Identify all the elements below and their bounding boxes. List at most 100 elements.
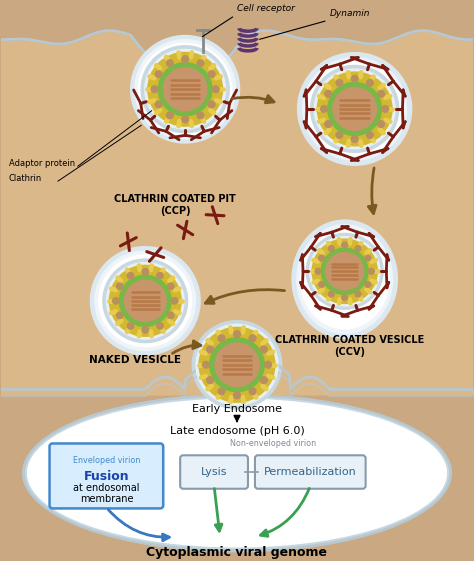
Text: Adaptor protein: Adaptor protein xyxy=(9,159,75,168)
Circle shape xyxy=(148,52,222,126)
Ellipse shape xyxy=(26,397,448,549)
Text: (CCV): (CCV) xyxy=(334,347,365,357)
Circle shape xyxy=(95,251,196,351)
Circle shape xyxy=(135,40,236,139)
Text: Cell receptor: Cell receptor xyxy=(237,4,295,13)
Circle shape xyxy=(314,69,395,149)
Circle shape xyxy=(157,323,163,329)
Circle shape xyxy=(182,56,189,62)
Text: Enveloped virion: Enveloped virion xyxy=(73,456,140,465)
Circle shape xyxy=(218,388,225,395)
Circle shape xyxy=(319,282,325,287)
Circle shape xyxy=(164,68,207,111)
Text: membrane: membrane xyxy=(80,494,133,504)
Circle shape xyxy=(366,80,374,86)
Circle shape xyxy=(215,343,259,387)
Text: (CCP): (CCP) xyxy=(160,206,191,216)
Circle shape xyxy=(321,105,328,112)
Circle shape xyxy=(109,265,181,336)
Circle shape xyxy=(234,331,240,338)
Circle shape xyxy=(249,335,256,342)
Circle shape xyxy=(355,291,361,297)
Circle shape xyxy=(336,80,343,86)
Circle shape xyxy=(166,60,173,66)
Circle shape xyxy=(249,388,256,395)
Circle shape xyxy=(325,90,331,97)
Circle shape xyxy=(196,324,278,405)
Circle shape xyxy=(365,282,371,287)
Circle shape xyxy=(167,283,174,289)
Circle shape xyxy=(328,246,334,251)
Circle shape xyxy=(172,298,178,304)
Circle shape xyxy=(307,62,402,156)
Circle shape xyxy=(315,268,321,274)
Circle shape xyxy=(141,46,229,133)
Circle shape xyxy=(142,269,148,275)
Circle shape xyxy=(325,121,331,127)
Circle shape xyxy=(167,312,174,319)
Circle shape xyxy=(128,273,134,279)
FancyBboxPatch shape xyxy=(50,444,163,508)
Circle shape xyxy=(298,53,412,165)
Circle shape xyxy=(210,338,264,392)
Text: Permeabilization: Permeabilization xyxy=(264,467,356,477)
Circle shape xyxy=(234,392,240,399)
Circle shape xyxy=(321,248,368,295)
Circle shape xyxy=(310,237,380,306)
Circle shape xyxy=(382,105,389,112)
Circle shape xyxy=(218,335,225,342)
Circle shape xyxy=(351,75,358,82)
Circle shape xyxy=(368,268,374,274)
Circle shape xyxy=(355,246,361,251)
Circle shape xyxy=(264,361,272,368)
Circle shape xyxy=(91,247,200,355)
Text: Lysis: Lysis xyxy=(201,467,228,477)
Circle shape xyxy=(125,280,166,321)
Text: Early Endosome: Early Endosome xyxy=(192,404,282,414)
Circle shape xyxy=(145,49,226,129)
Circle shape xyxy=(158,63,212,116)
Circle shape xyxy=(317,72,392,146)
Circle shape xyxy=(342,295,347,301)
Circle shape xyxy=(155,71,162,77)
Circle shape xyxy=(119,275,171,327)
Circle shape xyxy=(310,66,399,153)
Bar xyxy=(0,1,474,394)
Circle shape xyxy=(207,346,213,353)
Circle shape xyxy=(333,88,376,130)
Circle shape xyxy=(199,328,275,402)
Circle shape xyxy=(155,101,162,108)
Ellipse shape xyxy=(27,399,447,547)
Text: Late endosome (pH 6.0): Late endosome (pH 6.0) xyxy=(170,426,304,436)
Circle shape xyxy=(99,255,191,347)
Circle shape xyxy=(378,121,384,127)
Text: Non-enveloped virion: Non-enveloped virion xyxy=(230,439,316,448)
Text: at endosomal: at endosomal xyxy=(73,483,140,493)
FancyBboxPatch shape xyxy=(255,456,365,489)
Text: Clathrin: Clathrin xyxy=(9,174,42,183)
Circle shape xyxy=(312,239,377,304)
Circle shape xyxy=(319,255,325,261)
Circle shape xyxy=(117,312,123,319)
Circle shape xyxy=(103,259,188,343)
Circle shape xyxy=(138,43,232,135)
Circle shape xyxy=(197,60,204,66)
Circle shape xyxy=(117,283,123,289)
FancyBboxPatch shape xyxy=(180,456,248,489)
Text: Fusion: Fusion xyxy=(83,470,129,483)
Circle shape xyxy=(192,321,282,409)
Ellipse shape xyxy=(23,394,451,551)
Circle shape xyxy=(157,273,163,279)
Circle shape xyxy=(261,377,267,384)
Circle shape xyxy=(328,82,382,135)
Text: NAKED VESICLE: NAKED VESICLE xyxy=(89,355,181,365)
Ellipse shape xyxy=(292,220,397,338)
Circle shape xyxy=(303,58,407,160)
Circle shape xyxy=(336,132,343,139)
Text: Cytoplasmic viral genome: Cytoplasmic viral genome xyxy=(146,546,328,559)
Circle shape xyxy=(151,86,158,93)
Circle shape xyxy=(113,298,119,304)
Circle shape xyxy=(197,112,204,119)
Circle shape xyxy=(202,361,210,368)
Circle shape xyxy=(142,327,148,333)
